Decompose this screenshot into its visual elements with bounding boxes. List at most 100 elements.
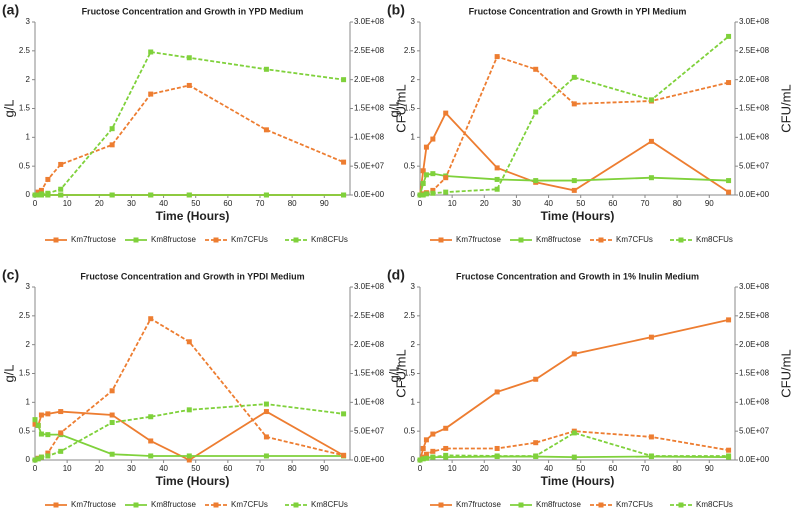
- legend-marker: [213, 502, 219, 508]
- legend-marker: [293, 502, 299, 508]
- series-line: [35, 51, 344, 196]
- panel-label: (a): [2, 2, 19, 18]
- y2-tick-label: 1.0E+08: [739, 397, 770, 406]
- x-tick-label: 30: [512, 199, 521, 208]
- x-tick-label: 40: [159, 199, 168, 208]
- marker: [38, 187, 44, 193]
- marker: [341, 452, 347, 458]
- x-tick-label: 20: [480, 464, 489, 473]
- y2-tick-label: 1.5E+08: [739, 369, 770, 378]
- x-tick-label: 50: [191, 199, 200, 208]
- marker: [186, 192, 192, 198]
- chart-title: Fructose Concentration and Growth in YPD…: [80, 271, 304, 281]
- marker: [58, 409, 64, 415]
- marker: [420, 192, 426, 198]
- x-tick-label: 40: [544, 199, 553, 208]
- legend-label: Km8fructose: [536, 500, 581, 509]
- y2-axis-label: CFU/mL: [778, 84, 791, 132]
- legend-marker: [438, 237, 444, 243]
- marker: [571, 74, 577, 80]
- y2-tick-label: 0.0E+00: [739, 455, 770, 464]
- y2-tick-label: 2.0E+08: [354, 340, 385, 349]
- marker: [726, 80, 732, 86]
- x-tick-label: 0: [33, 464, 38, 473]
- x-tick-label: 30: [127, 464, 136, 473]
- marker: [648, 97, 654, 103]
- panel-label: (d): [387, 267, 405, 283]
- legend-label: Km8CFUs: [696, 500, 733, 509]
- marker: [430, 431, 436, 437]
- y2-tick-label: 1.0E+08: [354, 132, 385, 141]
- y2-tick-label: 1.5E+08: [354, 369, 385, 378]
- marker: [263, 401, 269, 407]
- legend-marker: [53, 237, 59, 243]
- x-tick-label: 90: [320, 199, 329, 208]
- marker: [726, 447, 732, 453]
- marker: [420, 445, 426, 451]
- marker: [148, 414, 154, 420]
- marker: [494, 389, 500, 395]
- marker: [186, 55, 192, 61]
- y2-tick-label: 3.0E+08: [739, 17, 770, 26]
- marker: [571, 351, 577, 357]
- marker: [533, 178, 539, 184]
- x-tick-label: 70: [256, 464, 265, 473]
- marker: [443, 445, 449, 451]
- x-axis-label: Time (Hours): [156, 209, 230, 223]
- y-axis-label: g/L: [386, 364, 401, 382]
- x-tick-label: 50: [576, 199, 585, 208]
- x-tick-label: 90: [320, 464, 329, 473]
- marker: [726, 317, 732, 323]
- y2-tick-label: 0.0E+00: [354, 455, 385, 464]
- y2-tick-label: 2.0E+08: [739, 75, 770, 84]
- legend-marker: [133, 502, 139, 508]
- y2-tick-label: 0.0E+00: [739, 190, 770, 199]
- series-line: [419, 431, 729, 461]
- marker: [430, 187, 436, 193]
- panel-label: (b): [387, 2, 405, 18]
- legend-marker: [518, 237, 524, 243]
- marker: [148, 91, 154, 97]
- legend-marker: [438, 502, 444, 508]
- legend-marker: [518, 502, 524, 508]
- legend-marker: [293, 237, 299, 243]
- marker: [430, 190, 436, 196]
- marker: [45, 176, 51, 182]
- y2-tick-label: 3.0E+08: [354, 282, 385, 291]
- marker: [648, 138, 654, 144]
- y-tick-label: 1.5: [19, 104, 31, 113]
- y-tick-label: 2: [26, 75, 31, 84]
- marker: [423, 172, 429, 178]
- y2-tick-label: 2.5E+08: [354, 46, 385, 55]
- marker: [571, 178, 577, 184]
- y2-tick-label: 3.0E+08: [354, 17, 385, 26]
- marker: [430, 454, 436, 460]
- marker: [494, 453, 500, 459]
- x-tick-label: 60: [223, 464, 232, 473]
- marker: [109, 142, 115, 148]
- marker: [32, 417, 38, 423]
- marker: [38, 431, 44, 437]
- marker: [148, 453, 154, 459]
- legend-marker: [678, 237, 684, 243]
- y2-tick-label: 2.0E+08: [354, 75, 385, 84]
- marker: [648, 434, 654, 440]
- legend-label: Km8fructose: [536, 235, 581, 244]
- marker: [32, 457, 38, 463]
- legend-label: Km7CFUs: [231, 235, 268, 244]
- marker: [186, 82, 192, 88]
- marker: [443, 189, 449, 195]
- legend-label: Km7CFUs: [616, 235, 653, 244]
- marker: [533, 453, 539, 459]
- marker: [430, 136, 436, 142]
- y-axis-label: g/L: [386, 99, 401, 117]
- y-tick-label: 1: [411, 397, 416, 406]
- x-tick-label: 10: [448, 199, 457, 208]
- x-tick-label: 10: [448, 464, 457, 473]
- marker: [58, 161, 64, 167]
- marker: [45, 411, 51, 417]
- marker: [186, 453, 192, 459]
- x-tick-label: 40: [544, 464, 553, 473]
- x-tick-label: 20: [95, 464, 104, 473]
- marker: [186, 339, 192, 345]
